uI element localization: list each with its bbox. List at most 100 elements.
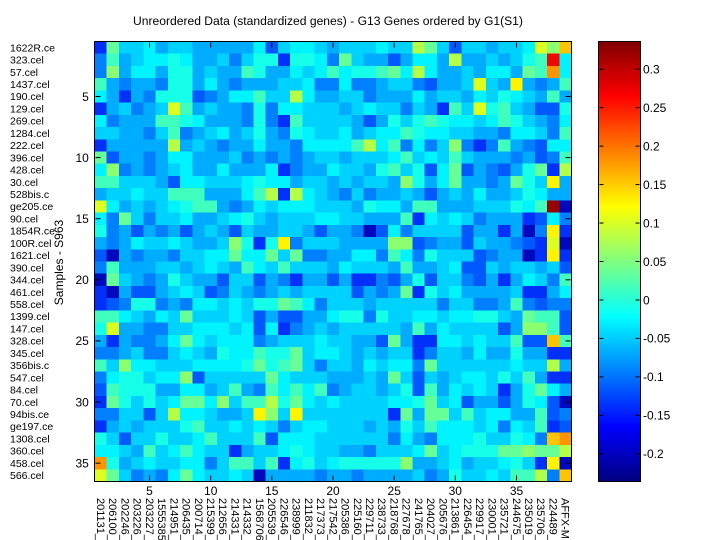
svg-text:235019_: 235019_ <box>522 498 534 540</box>
svg-text:AFFX-M: AFFX-M <box>559 498 571 539</box>
svg-text:15: 15 <box>265 484 279 498</box>
svg-text:396.cel: 396.cel <box>10 152 44 164</box>
svg-text:5: 5 <box>146 484 153 498</box>
svg-text:Unreordered Data (standardized: Unreordered Data (standardized genes) - … <box>133 14 523 28</box>
svg-text:360.cel: 360.cel <box>10 446 44 458</box>
svg-text:558.cel: 558.cel <box>10 299 44 311</box>
svg-text:5: 5 <box>82 90 89 104</box>
svg-text:547.cel: 547.cel <box>10 372 44 384</box>
svg-text:238733_: 238733_ <box>375 498 387 540</box>
svg-text:-0.1: -0.1 <box>643 370 664 384</box>
svg-text:15: 15 <box>75 212 89 226</box>
svg-text:428.cel: 428.cel <box>10 165 44 177</box>
svg-text:229917_: 229917_ <box>473 498 485 540</box>
svg-text:229711_: 229711_ <box>363 498 375 540</box>
svg-text:-0.2: -0.2 <box>643 447 664 461</box>
svg-text:201131_: 201131_ <box>94 498 106 540</box>
svg-text:1854R.ce: 1854R.ce <box>10 226 55 238</box>
svg-text:214332_: 214332_ <box>241 498 253 540</box>
svg-text:226546_: 226546_ <box>277 498 289 540</box>
svg-text:129.cel: 129.cel <box>10 103 44 115</box>
svg-text:218768_: 218768_ <box>388 498 400 540</box>
svg-text:84.cel: 84.cel <box>10 385 38 397</box>
svg-text:217373_: 217373_ <box>314 498 326 540</box>
svg-text:-0.05: -0.05 <box>643 332 671 346</box>
svg-text:206435_: 206435_ <box>180 498 192 540</box>
svg-text:1399.cel: 1399.cel <box>10 311 50 323</box>
svg-text:0.1: 0.1 <box>643 216 660 230</box>
svg-text:1308.cel: 1308.cel <box>10 433 50 445</box>
svg-text:230001_: 230001_ <box>485 498 497 540</box>
svg-text:222.cel: 222.cel <box>10 140 44 152</box>
svg-text:147.cel: 147.cel <box>10 323 44 335</box>
svg-text:323.cel: 323.cel <box>10 55 44 67</box>
svg-text:0.25: 0.25 <box>643 101 667 115</box>
svg-text:0.05: 0.05 <box>643 255 667 269</box>
svg-text:269.cel: 269.cel <box>10 116 44 128</box>
svg-text:200714_: 200714_ <box>192 498 204 540</box>
svg-text:213861_: 213861_ <box>449 498 461 540</box>
svg-text:235706_: 235706_ <box>534 498 546 540</box>
svg-text:25: 25 <box>75 334 89 348</box>
svg-text:202246_: 202246_ <box>118 498 130 540</box>
svg-text:205539_: 205539_ <box>265 498 277 540</box>
svg-text:35: 35 <box>75 457 89 471</box>
svg-text:70.cel: 70.cel <box>10 397 38 409</box>
svg-text:215399_: 215399_ <box>204 498 216 540</box>
svg-text:458.cel: 458.cel <box>10 458 44 470</box>
svg-text:226454_: 226454_ <box>461 498 473 540</box>
svg-text:1568706_: 1568706_ <box>253 498 265 540</box>
svg-text:1555385_: 1555385_ <box>155 498 167 540</box>
svg-text:205676_: 205676_ <box>436 498 448 540</box>
svg-text:214331_: 214331_ <box>229 498 241 540</box>
svg-text:0: 0 <box>643 293 650 307</box>
svg-text:190.cel: 190.cel <box>10 91 44 103</box>
svg-text:211832_: 211832_ <box>302 498 314 540</box>
svg-text:244675_: 244675_ <box>510 498 522 540</box>
svg-text:0.2: 0.2 <box>643 139 660 153</box>
svg-text:94bis.ce: 94bis.ce <box>10 409 49 421</box>
svg-text:25: 25 <box>388 484 402 498</box>
svg-text:390.cel: 390.cel <box>10 262 44 274</box>
svg-text:214951_: 214951_ <box>167 498 179 540</box>
svg-text:203226_: 203226_ <box>131 498 143 540</box>
svg-text:20: 20 <box>326 484 340 498</box>
svg-text:204027_: 204027_ <box>424 498 436 540</box>
svg-text:1437.cel: 1437.cel <box>10 79 50 91</box>
svg-text:566.cel: 566.cel <box>10 470 44 482</box>
svg-text:224489_: 224489_ <box>547 498 559 540</box>
svg-text:205386_: 205386_ <box>339 498 351 540</box>
svg-text:57.cel: 57.cel <box>10 67 38 79</box>
svg-text:356bis.c: 356bis.c <box>10 360 49 372</box>
svg-text:528bis.c: 528bis.c <box>10 189 49 201</box>
svg-text:10: 10 <box>75 151 89 165</box>
svg-text:1284.cel: 1284.cel <box>10 128 50 140</box>
svg-text:225160_: 225160_ <box>351 498 363 540</box>
svg-text:ge205.ce: ge205.ce <box>10 201 53 213</box>
svg-text:ge197.ce: ge197.ce <box>10 421 53 433</box>
svg-text:90.cel: 90.cel <box>10 213 38 225</box>
svg-text:1621.cel: 1621.cel <box>10 250 50 262</box>
svg-text:344.cel: 344.cel <box>10 275 44 287</box>
svg-text:1622R.ce: 1622R.ce <box>10 42 55 54</box>
svg-text:345.cel: 345.cel <box>10 348 44 360</box>
svg-text:235721_: 235721_ <box>498 498 510 540</box>
svg-text:30: 30 <box>449 484 463 498</box>
svg-text:212656_: 212656_ <box>216 498 228 540</box>
svg-text:328.cel: 328.cel <box>10 336 44 348</box>
svg-text:Samples - S963: Samples - S963 <box>52 219 66 305</box>
svg-text:-0.15: -0.15 <box>643 409 671 423</box>
svg-text:203227_: 203227_ <box>143 498 155 540</box>
svg-text:100R.cel: 100R.cel <box>10 238 51 250</box>
svg-text:241765_: 241765_ <box>412 498 424 540</box>
svg-text:30: 30 <box>75 395 89 409</box>
svg-text:238999_: 238999_ <box>290 498 302 540</box>
svg-text:217542_: 217542_ <box>326 498 338 540</box>
svg-text:206100_: 206100_ <box>106 498 118 540</box>
svg-text:461.cel: 461.cel <box>10 287 44 299</box>
svg-text:0.15: 0.15 <box>643 178 667 192</box>
svg-text:20: 20 <box>75 273 89 287</box>
svg-text:30.cel: 30.cel <box>10 177 38 189</box>
svg-text:227678_: 227678_ <box>400 498 412 540</box>
svg-text:10: 10 <box>204 484 218 498</box>
